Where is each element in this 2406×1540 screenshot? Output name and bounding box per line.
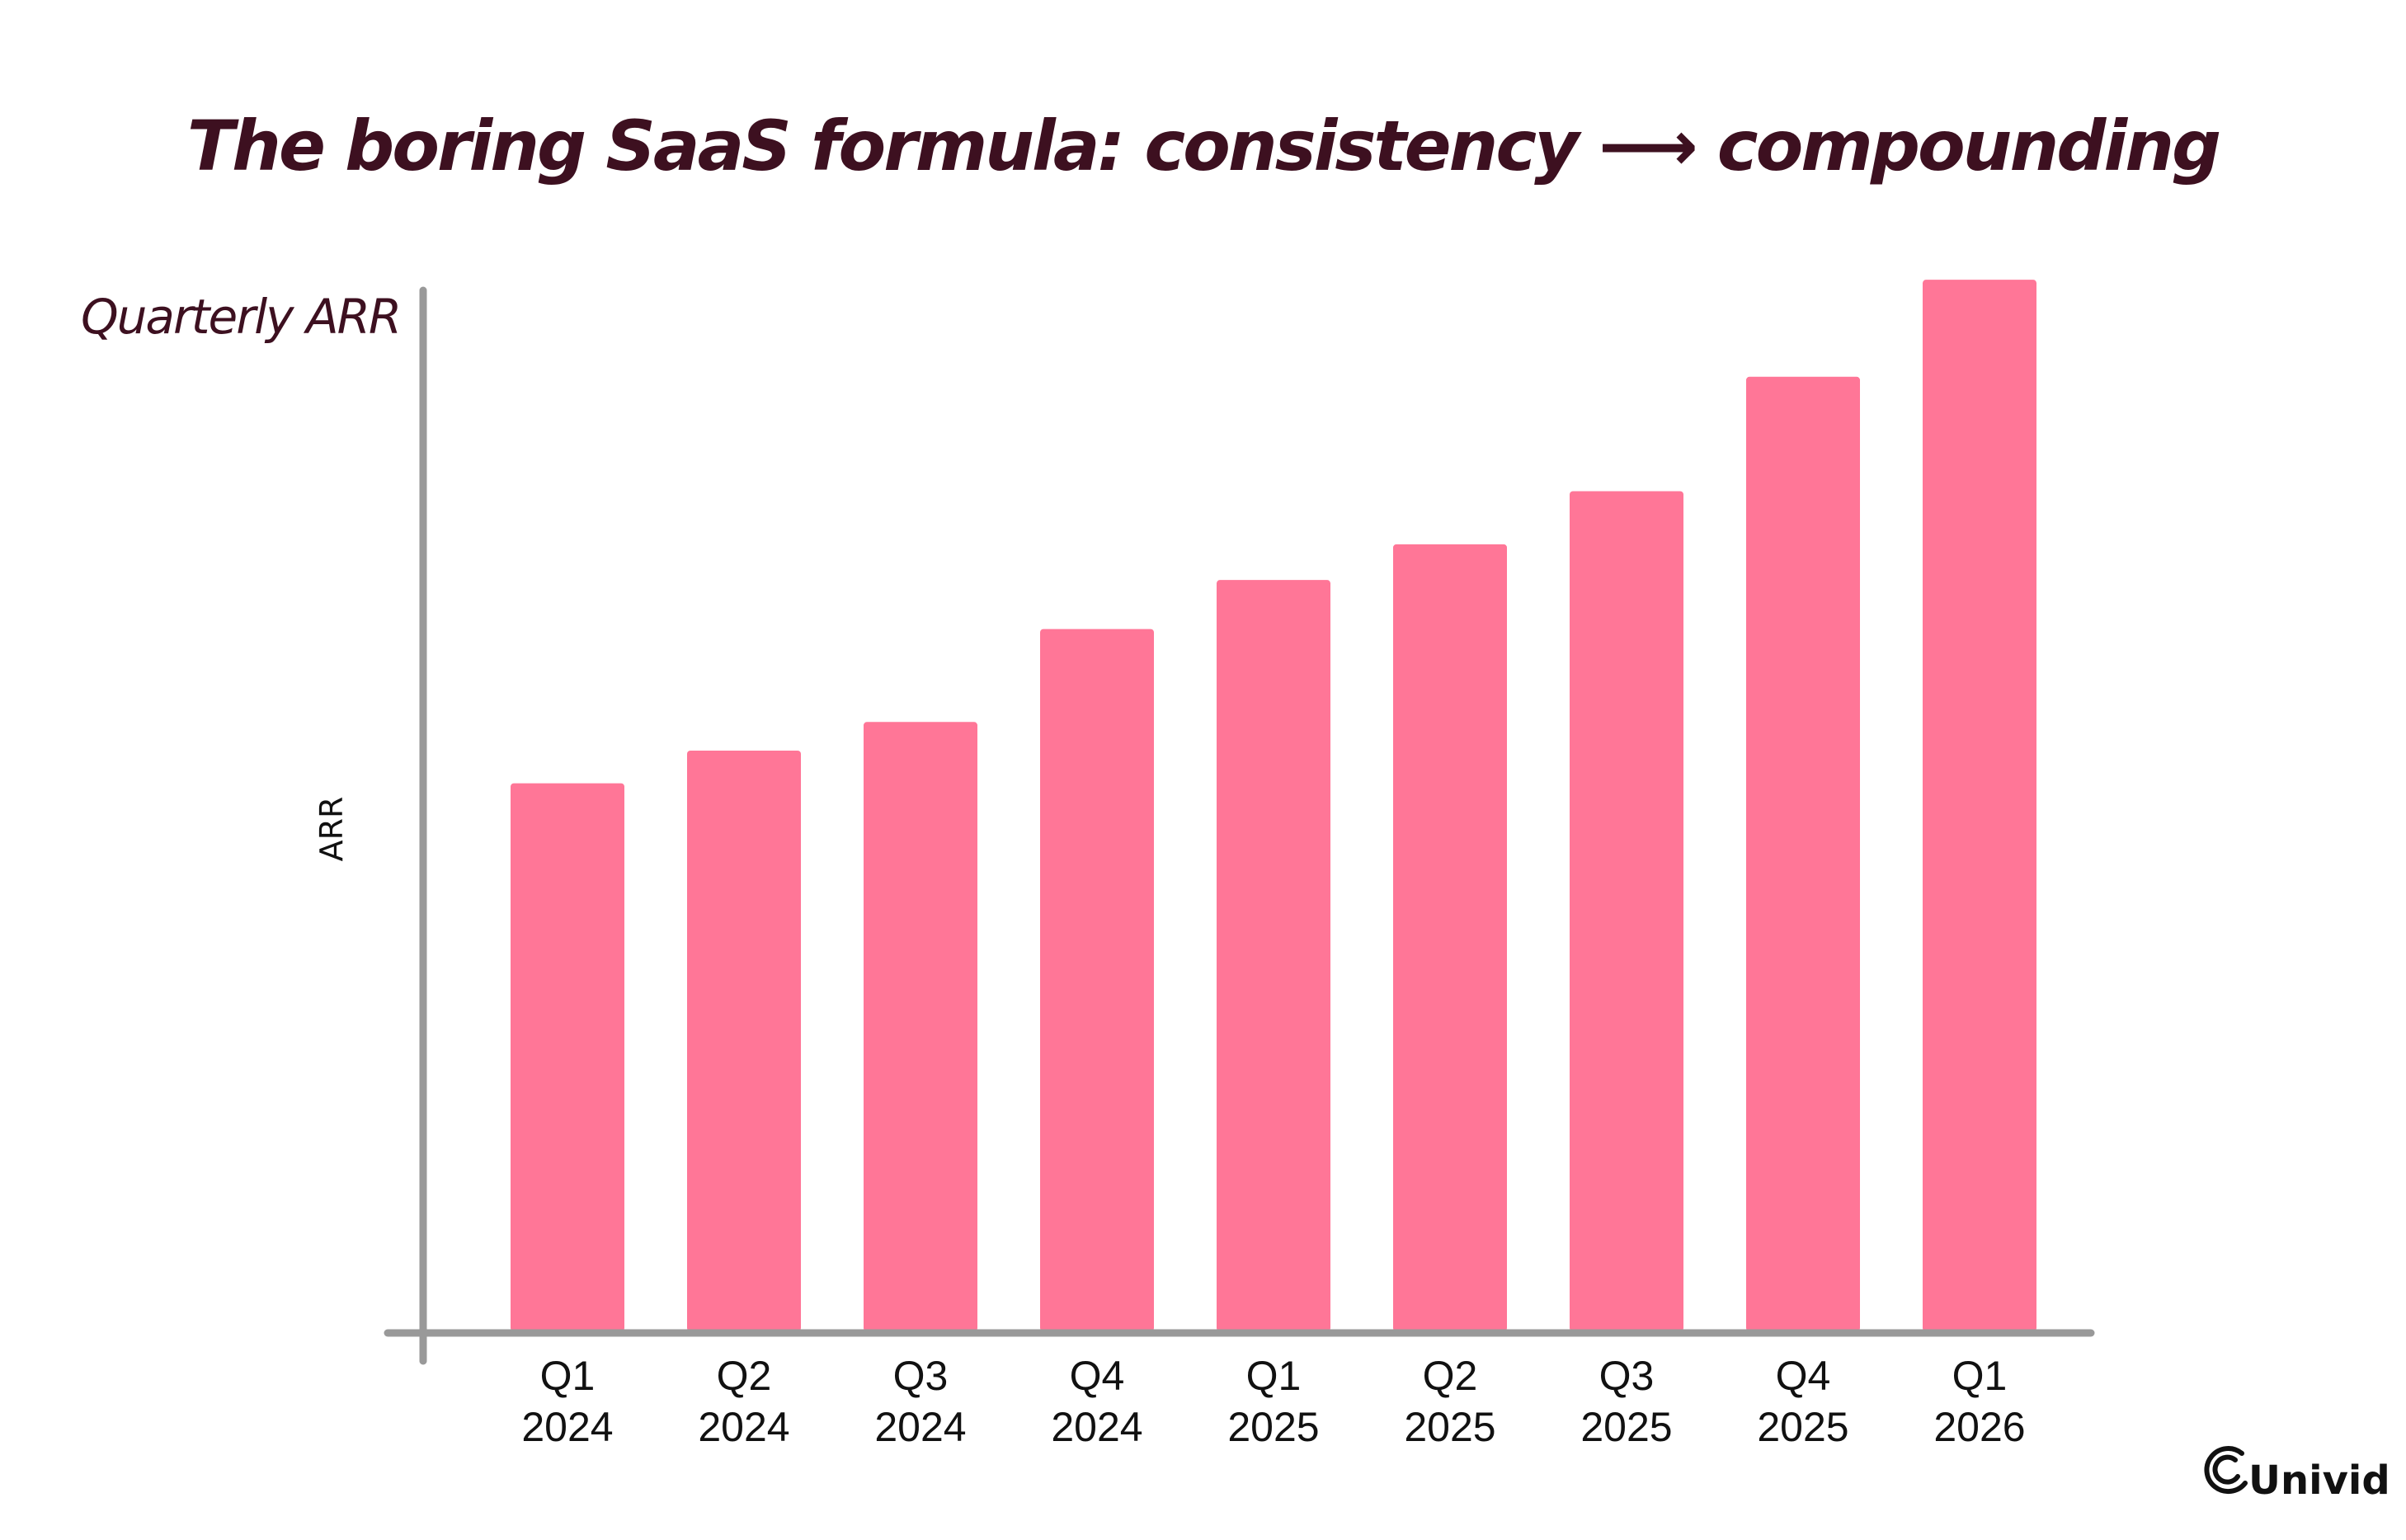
univid-logo-icon bbox=[2204, 1446, 2248, 1495]
bar-q1-2026 bbox=[1923, 280, 2036, 1332]
bar-q2-2025 bbox=[1393, 544, 1507, 1331]
bar-q4-2025 bbox=[1746, 376, 1860, 1331]
x-tick-label: Q1 2024 bbox=[521, 1353, 613, 1450]
brand-logo: Univid bbox=[2194, 1427, 2390, 1509]
x-tick-label: Q2 2024 bbox=[698, 1353, 789, 1450]
brand-name: Univid bbox=[2248, 1458, 2390, 1504]
bar-q2-2024 bbox=[687, 750, 801, 1331]
bar-q4-2024 bbox=[1040, 629, 1154, 1331]
bar-q1-2024 bbox=[511, 783, 624, 1331]
y-axis-label: ARR bbox=[313, 797, 350, 862]
bars-group bbox=[511, 280, 2036, 1332]
x-tick-label: Q2 2025 bbox=[1404, 1353, 1495, 1450]
x-tick-label: Q1 2026 bbox=[1933, 1353, 2025, 1450]
tick-labels-group: Q1 2024 Q2 2024 Q3 2024 Q4 2024 Q1 2025 Q2 2025 Q3 20… bbox=[521, 1353, 2025, 1450]
x-tick-label: Q3 2025 bbox=[1580, 1353, 1672, 1450]
x-tick-label: Q4 2025 bbox=[1757, 1353, 1848, 1450]
axes-group bbox=[384, 286, 2095, 1365]
bar-q3-2025 bbox=[1570, 491, 1683, 1331]
x-tick-label: Q3 2024 bbox=[874, 1353, 966, 1450]
x-tick-label: Q1 2025 bbox=[1227, 1353, 1319, 1450]
bar-q1-2025 bbox=[1217, 580, 1330, 1331]
bar-q3-2024 bbox=[864, 722, 977, 1331]
x-tick-label: Q4 2024 bbox=[1051, 1353, 1142, 1450]
chart-subtitle: Quarterly ARR bbox=[81, 289, 402, 345]
chart-title: The boring SaaS formula: consistency ⟶ c… bbox=[186, 106, 2221, 186]
